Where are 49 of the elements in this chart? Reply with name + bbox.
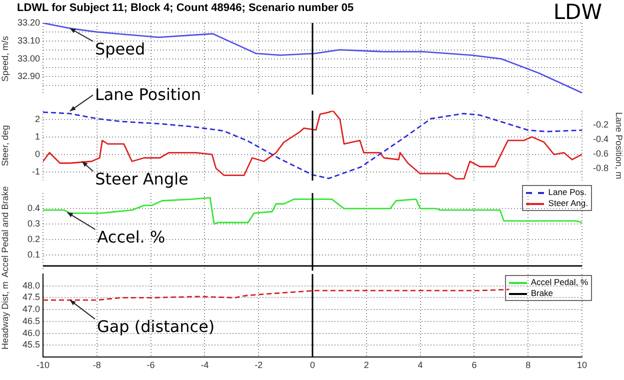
x-tick-label: 4 [418, 360, 423, 370]
x-tick-label: -10 [36, 360, 50, 370]
annotation: Speed [94, 39, 146, 58]
y-tick-label: 47.0 [22, 304, 40, 314]
y-tick-label: 46.5 [22, 316, 40, 326]
chart-title: LDWL for Subject 11; Block 4; Count 48946; Scenario number 05 [17, 2, 354, 14]
y-tick-label: 46.0 [22, 328, 40, 338]
y-tick-label: 32.90 [17, 71, 40, 82]
annotation: LDW [553, 0, 602, 24]
annotation: Gap (distance) [96, 317, 215, 336]
y2-tick-label: -0.8 [593, 162, 609, 173]
y-tick-label: 0 [34, 148, 40, 159]
annotation: Accel. % [97, 227, 166, 246]
x-tick-label: -8 [92, 360, 101, 370]
y2-tick-label: -0.2 [593, 120, 609, 130]
legend-label: Brake [530, 288, 554, 298]
y-tick-label: 33.20 [17, 17, 40, 28]
y-tick-label: 0.1 [27, 250, 40, 260]
y2-tick-label: -0.4 [593, 134, 609, 144]
y-axis-title: Speed, m/s [0, 36, 10, 82]
annotation: Lane Position [94, 85, 202, 104]
x-tick-label: 8 [526, 360, 531, 370]
y-tick-label: 0.3 [27, 218, 40, 229]
x-tick-label: -2 [254, 360, 263, 370]
legend-label: Steer Ang. [548, 198, 588, 208]
annotation: Steer Angle [95, 169, 188, 188]
y-tick-label: -1 [32, 166, 40, 176]
y-tick-label: 1 [34, 131, 40, 142]
y-axis-title: Steer, deg [0, 125, 10, 166]
y-tick-label: 48.0 [22, 280, 40, 290]
x-tick-label: -4 [200, 360, 209, 370]
x-tick-label: 0 [310, 360, 316, 370]
y-tick-label: 33.00 [17, 53, 40, 64]
x-tick-label: 10 [576, 360, 588, 370]
x-tick-label: 6 [472, 360, 477, 370]
y-tick-label: 0.4 [27, 203, 40, 214]
y-axis-title: Accel Pedal and Brake [0, 186, 10, 278]
y2-tick-label: -0.6 [593, 148, 609, 158]
y-tick-label: 33.10 [17, 35, 40, 46]
y2-axis-title: Lane Position, m [614, 112, 624, 180]
x-tick-label: -6 [146, 360, 155, 370]
y-tick-label: 47.5 [22, 292, 40, 302]
x-tick-label: 2 [364, 360, 369, 370]
y-tick-label: 0.2 [27, 234, 40, 244]
y-tick-label: 2 [34, 114, 40, 124]
legend-label: Accel Pedal, % [530, 277, 588, 287]
y-axis-title: Headway Dist, m [0, 281, 10, 350]
y-tick-label: 45.5 [22, 340, 40, 350]
legend-label: Lane Pos. [548, 187, 587, 198]
